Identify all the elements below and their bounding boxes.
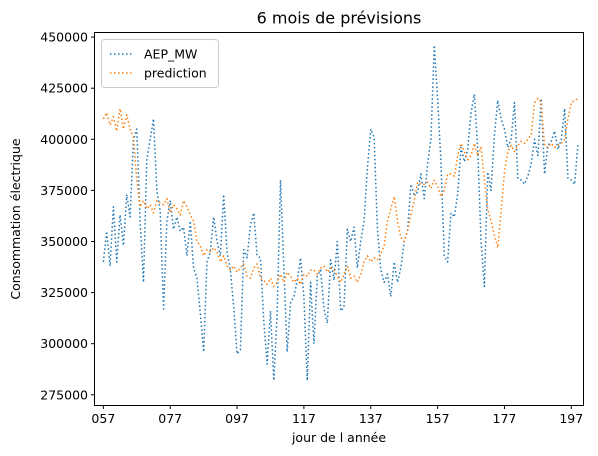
x-tick-label: 077 — [158, 411, 182, 426]
y-tick-label: 450000 — [40, 30, 88, 45]
x-tick-label: 057 — [91, 411, 115, 426]
y-tick-label: 425000 — [40, 81, 88, 96]
y-tick-label: 275000 — [40, 387, 88, 402]
legend-box — [101, 39, 219, 88]
y-tick-label: 400000 — [40, 132, 88, 147]
chart-title: 6 mois de prévisions — [257, 9, 422, 28]
y-tick-label: 350000 — [40, 234, 88, 249]
plot-frame — [94, 32, 584, 406]
x-tick-label: 137 — [359, 411, 383, 426]
x-tick-label: 197 — [559, 411, 583, 426]
y-axis-label: Consommation électrique — [8, 138, 23, 299]
x-tick-label: 117 — [292, 411, 316, 426]
series-line-aep-mw — [102, 44, 579, 382]
legend-label-prediction: prediction — [144, 66, 207, 81]
legend-label-aep-mw: AEP_MW — [144, 47, 197, 62]
legend: AEP_MW prediction — [101, 39, 219, 88]
y-tick-label: 375000 — [40, 183, 88, 198]
series-layer — [102, 44, 579, 382]
series-line-prediction — [102, 97, 579, 288]
x-tick-label: 177 — [493, 411, 517, 426]
y-tick-label: 300000 — [40, 336, 88, 351]
y-axis-ticks: 275000 300000 325000 350000 375000 400000 4250… — [40, 30, 95, 402]
x-tick-label: 097 — [225, 411, 249, 426]
x-tick-label: 157 — [426, 411, 450, 426]
x-axis-label: jour de l année — [291, 430, 386, 445]
x-axis-ticks: 057 077 097 117 137 157 177 197 — [91, 405, 583, 426]
y-tick-label: 325000 — [40, 285, 88, 300]
